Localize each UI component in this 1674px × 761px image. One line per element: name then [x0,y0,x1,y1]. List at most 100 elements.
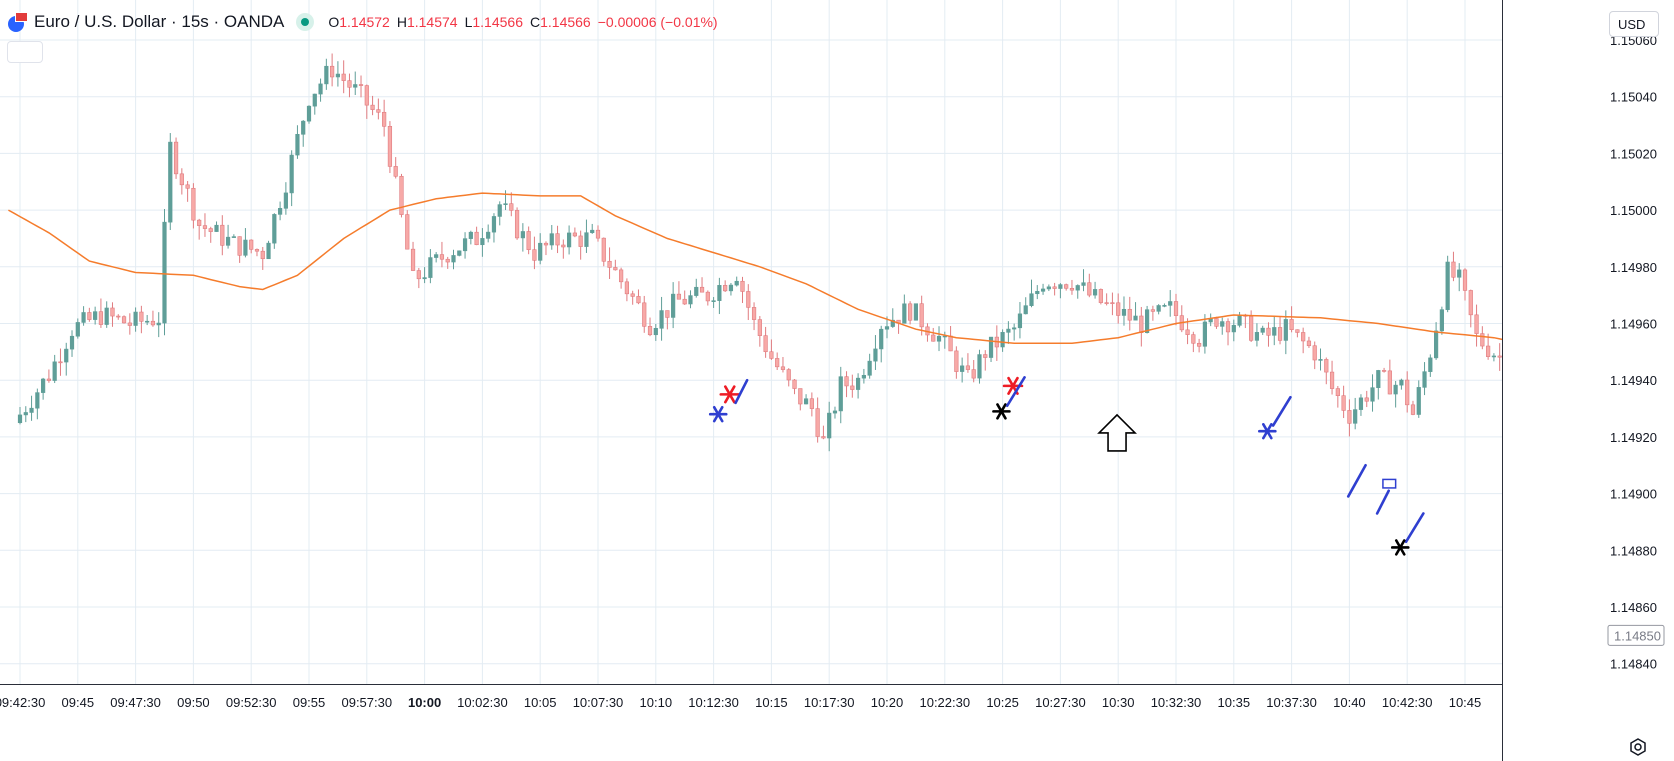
trend-line-drawing[interactable] [1346,463,1367,498]
cross-star-marker[interactable] [719,385,741,404]
candle [1283,310,1288,355]
price-tick-label: 1.15000 [1610,203,1657,218]
candle-body [127,322,132,326]
settings-gear-icon[interactable] [1628,737,1648,757]
candle [757,316,762,347]
candle [491,213,497,243]
candle [428,249,433,284]
market-open-status-icon[interactable] [296,13,315,31]
candle-body [838,376,843,412]
moving-average-line [8,192,1674,365]
candle [29,395,34,421]
candle [861,368,866,384]
candle-body [728,284,734,292]
candle [87,307,92,322]
trend-line-drawing[interactable] [1271,395,1292,427]
candle [283,182,288,215]
candle-body [861,374,866,379]
candle [798,388,803,411]
candle [260,246,265,270]
candle [1116,293,1121,324]
trend-line-drawing[interactable] [1375,489,1391,515]
candle-body [1289,319,1294,330]
candle-body [642,302,647,327]
candle-body [179,173,184,186]
candle-body [699,286,705,293]
candle [486,224,491,243]
candle-body [1220,321,1225,327]
currency-selector[interactable]: USD [1609,11,1659,37]
star-stroke [723,385,736,404]
candle [665,310,670,330]
candle-body [1162,305,1167,307]
asterisk-marker[interactable] [1390,539,1410,556]
candle [139,305,144,334]
candle [630,290,635,305]
candle [1000,329,1005,352]
candle-body [1439,309,1444,332]
candle-body [17,414,23,424]
candle-body [821,436,826,439]
symbol-logo-icon [8,12,28,32]
candle-body [231,236,236,238]
candle-body [405,214,410,250]
asterisk-marker[interactable] [708,405,728,423]
candle [1272,316,1277,346]
candle-body [422,277,427,280]
candle [1347,399,1352,437]
candle-body [93,311,98,320]
symbol-title[interactable]: Euro / U.S. Dollar · 15s · OANDA [34,12,285,31]
candle-body [1318,359,1323,361]
candle-body [324,65,329,85]
candle [1023,297,1028,315]
candles [17,53,1502,452]
trend-line-drawing[interactable] [1404,512,1425,544]
candle-body [514,210,520,239]
candle [81,306,86,326]
candle [445,256,450,269]
trend-line-drawing[interactable] [734,378,749,405]
time-axis-panel[interactable] [0,684,1502,761]
candle-body [566,232,572,248]
candle [908,301,913,325]
candle-body [1121,308,1127,316]
candle-body [884,326,890,330]
price-tick-label: 1.14980 [1610,260,1657,275]
candle [832,406,838,419]
legend-collapse-button[interactable] [7,41,43,63]
candle [983,350,988,371]
candle-body [769,351,774,359]
candle-body [1301,332,1306,342]
candle-body [1185,329,1190,335]
candle-body [58,361,63,364]
rectangle-drawing[interactable] [1382,478,1397,489]
candle-body [87,312,92,320]
candle [1329,360,1335,395]
candle-body [52,361,57,381]
candle [1133,302,1138,321]
candle-body [1381,370,1387,372]
asterisk-marker[interactable] [992,403,1011,420]
candle-body [1474,314,1479,334]
time-tick-label: 10:20 [871,695,904,710]
candle-body [260,250,265,260]
candle-body [358,84,364,86]
candle-body [1225,321,1231,333]
candle-body [382,111,387,127]
candle [578,230,583,260]
candle-body [1029,293,1034,306]
candle-body [1295,329,1300,333]
trend-line-drawing[interactable] [1005,376,1026,408]
candle [1087,273,1092,298]
candle-body [1312,345,1317,361]
arrow-up-marker[interactable] [1097,413,1137,452]
candle-body [572,232,577,237]
candle [1387,359,1392,395]
time-tick-label: 10:37:30 [1266,695,1317,710]
asterisk-marker[interactable] [1258,423,1277,440]
candle-body [116,315,121,318]
candle [688,290,693,309]
candle [1110,292,1115,316]
candle-body [1006,328,1011,333]
